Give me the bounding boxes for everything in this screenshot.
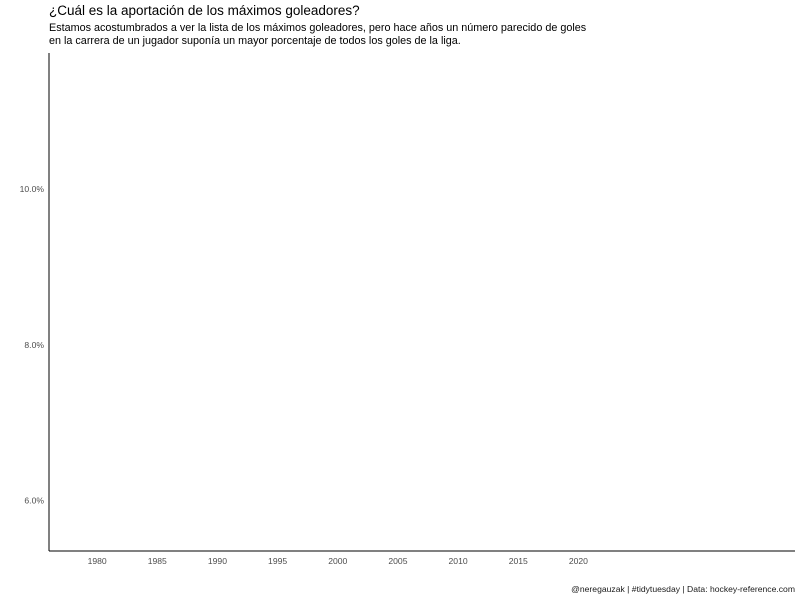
x-tick-label: 2005 — [388, 556, 407, 566]
x-tick-label: 1985 — [148, 556, 167, 566]
x-tick-label: 1980 — [88, 556, 107, 566]
chart-title: ¿Cuál es la aportación de los máximos go… — [49, 3, 360, 18]
x-tick-label: 1995 — [268, 556, 287, 566]
x-tick-label: 2020 — [569, 556, 588, 566]
x-axis-ticks: 1980 1985 1990 1995 2000 2005 2010 2015 2020 — [88, 556, 589, 566]
x-tick-label: 2010 — [449, 556, 468, 566]
x-tick-label: 2000 — [328, 556, 347, 566]
y-tick-label: 10.0% — [20, 184, 45, 194]
y-tick-label: 6.0% — [24, 495, 44, 505]
chart-caption: @neregauzak | #tidytuesday | Data: hocke… — [571, 584, 795, 594]
y-axis-ticks: 6.0% 8.0% 10.0% — [20, 184, 45, 505]
x-tick-label: 2015 — [509, 556, 528, 566]
y-tick-label: 8.0% — [24, 340, 44, 350]
x-tick-label: 1990 — [208, 556, 227, 566]
chart-subtitle: Estamos acostumbrados a ver la lista de … — [49, 22, 587, 47]
